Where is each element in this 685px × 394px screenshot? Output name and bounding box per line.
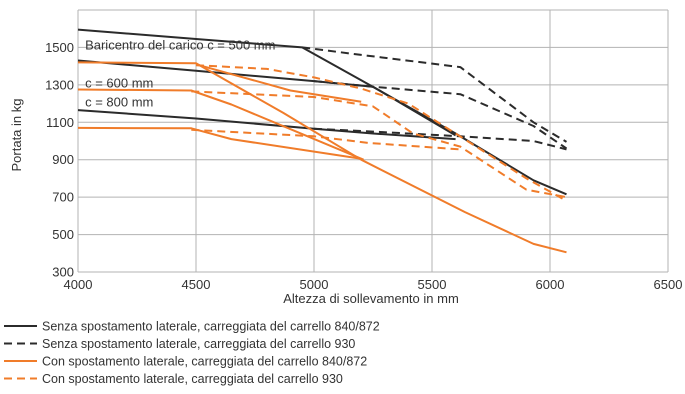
series-line [77,28,567,196]
series-line [77,88,364,161]
x-tick-label: 6500 [654,277,683,292]
gridlines [77,9,669,273]
legend-label: Senza spostamento laterale, carreggiata … [42,320,380,334]
series-line [313,80,568,150]
series-line [77,126,362,160]
series-line [195,63,362,103]
tick-labels: 4000 4500 5000 5500 6000 6500 300 500 700 900 1100… [45,40,682,292]
annotations: Baricentro del carico c = 500 mm c = 600 … [85,37,275,109]
x-tick-label: 5500 [418,277,447,292]
legend-label: Con spostamento laterale, carreggiata de… [42,372,343,386]
y-tick-label: 1500 [45,40,74,55]
y-tick-label: 500 [52,227,74,242]
y-tick-label: 1100 [46,115,74,130]
x-tick-label: 5000 [300,277,329,292]
series-line [302,46,568,143]
y-tick-label: 700 [52,190,74,205]
x-tick-label: 6000 [536,277,565,292]
legend-label: Con spostamento laterale, carreggiata de… [42,355,367,369]
y-tick-label: 900 [52,152,74,167]
series-lines [77,28,568,254]
legend: Senza spostamento laterale, carreggiata … [4,320,380,386]
series-line [195,64,567,202]
y-tick-label: 300 [52,265,74,280]
annotation-label: c = 600 mm [85,76,153,91]
annotation-label: Baricentro del carico c = 500 mm [85,37,275,52]
series-line [191,128,461,151]
x-axis-title: Altezza di sollevamento in mm [283,291,459,306]
y-axis-title: Portata in kg [9,99,24,172]
y-tick-label: 1300 [45,77,74,92]
legend-label: Senza spostamento laterale, carreggiata … [42,337,355,351]
annotation-label: c = 800 mm [85,94,153,109]
x-tick-label: 4000 [64,277,93,292]
series-line [191,90,567,199]
x-tick-label: 4500 [182,277,211,292]
